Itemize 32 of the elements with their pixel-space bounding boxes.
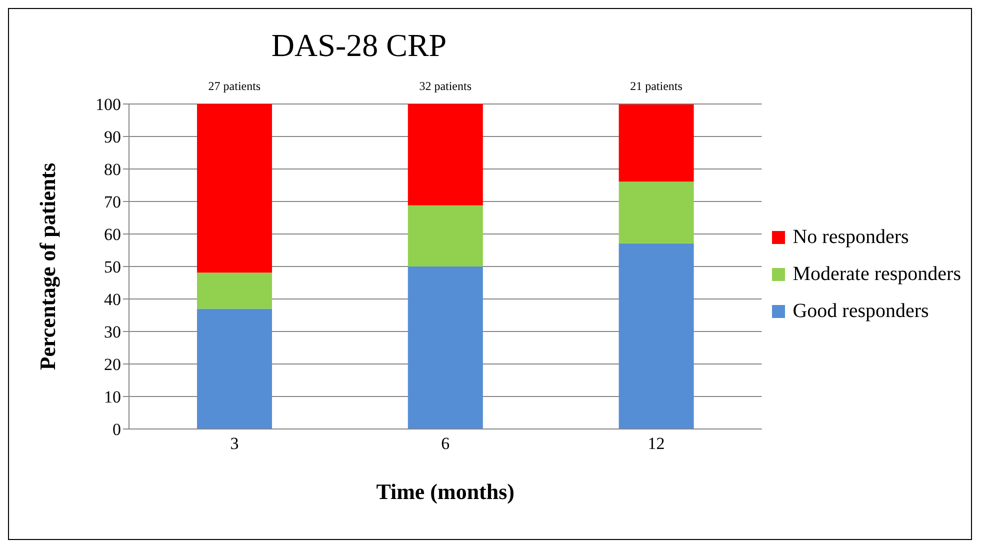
legend-label: Good responders xyxy=(792,300,929,322)
chart-title: DAS-28 CRP xyxy=(270,27,448,64)
x-tick-label: 3 xyxy=(230,434,239,454)
bar xyxy=(618,243,694,429)
bar xyxy=(197,308,272,429)
x-tick-label: 6 xyxy=(441,434,450,454)
y-tick-label: 0 xyxy=(112,420,121,440)
y-tick-label: 90 xyxy=(104,128,121,147)
bar xyxy=(618,182,694,244)
y-tick-label: 80 xyxy=(104,160,121,180)
y-tick-label: 30 xyxy=(104,322,121,342)
x-tick-label: 12 xyxy=(648,434,665,454)
y-tick-label: 40 xyxy=(104,290,121,310)
bar xyxy=(197,104,272,273)
bar xyxy=(408,266,483,429)
bar xyxy=(618,104,694,182)
y-tick-label: 100 xyxy=(96,95,121,114)
y-tick-label: 10 xyxy=(104,388,121,407)
bar xyxy=(408,104,483,206)
bar xyxy=(408,205,483,266)
bar xyxy=(197,272,272,309)
annotation: 21 patients xyxy=(630,79,683,93)
y-axis-title: Percentage of patients xyxy=(34,162,60,370)
y-tick-label: 50 xyxy=(104,258,121,277)
annotation: 27 patients xyxy=(208,79,261,93)
legend-label: No responders xyxy=(792,226,909,248)
y-tick-label: 20 xyxy=(104,355,121,374)
y-tick-label: 60 xyxy=(104,225,121,244)
y-tick-label: 70 xyxy=(104,192,121,212)
annotation: 32 patients xyxy=(419,79,472,93)
legend-label: Moderate responders xyxy=(792,262,961,286)
x-axis-title: Time (months) xyxy=(376,479,515,504)
